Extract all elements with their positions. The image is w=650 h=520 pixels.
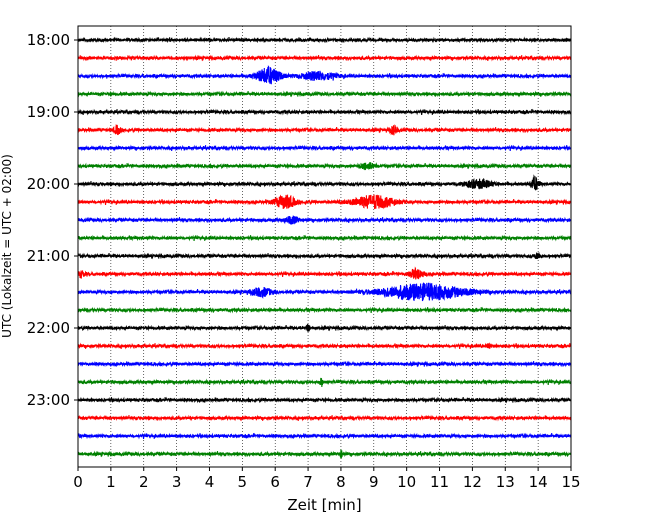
x-tick-label: 15 [561,473,580,491]
x-tick-label: 8 [336,473,346,491]
x-axis: 0 1 2 3 4 5 6 7 8 9 10 11 12 13 14 15 [73,467,581,491]
trace-line [77,342,572,350]
trace-line [77,194,572,210]
x-tick-label: 13 [496,473,515,491]
trace-line [77,432,572,440]
y-tick-label: 19:00 [27,103,70,121]
x-tick-label: 0 [73,473,83,491]
x-tick-label: 14 [529,473,548,491]
trace-line [77,108,572,116]
trace-line [77,377,572,388]
trace-line [77,36,572,44]
x-tick-label: 7 [303,473,313,491]
trace-line [77,449,572,459]
trace-line [77,123,572,136]
trace-line [77,65,572,85]
trace-line [77,54,572,62]
trace-line [77,234,572,242]
trace-line [77,414,572,422]
x-tick-label: 10 [397,473,416,491]
trace-line [77,266,572,280]
trace-line [77,144,572,152]
x-tick-label: 12 [463,473,482,491]
trace-line [77,215,572,225]
x-tick-label: 1 [106,473,116,491]
y-tick-label: 22:00 [27,319,70,337]
x-axis-label: Zeit [min] [287,496,361,514]
plot-frame [77,25,572,468]
x-tick-label: 9 [369,473,379,491]
trace-line [77,282,572,302]
trace-line [77,161,572,171]
trace-line [77,90,572,98]
y-axis-label: UTC (Lokalzeit = UTC + 02:00) [0,154,14,338]
x-tick-label: 2 [139,473,149,491]
y-tick-label: 23:00 [27,391,70,409]
y-tick-label: 18:00 [27,31,70,49]
y-tick-label: 21:00 [27,247,70,265]
x-tick-label: 5 [238,473,248,491]
trace-line [77,323,572,332]
y-axis: 18:00 19:00 20:00 21:00 22:00 23:00 [27,31,78,409]
trace-line [77,396,572,404]
x-tick-label: 11 [430,473,449,491]
trace-line [77,174,572,191]
x-tick-label: 6 [270,473,280,491]
trace-series [77,36,572,459]
x-tick-label: 3 [172,473,182,491]
x-tick-label: 4 [205,473,215,491]
y-tick-label: 20:00 [27,175,70,193]
trace-line [77,252,572,260]
trace-line [77,360,572,368]
trace-line [77,306,572,314]
